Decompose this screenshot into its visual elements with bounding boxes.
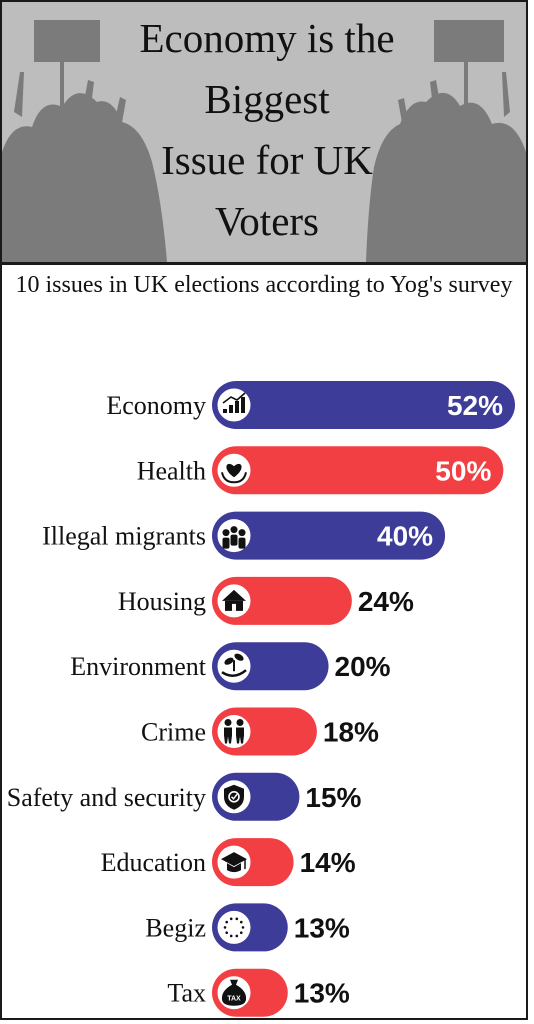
housing-home-icon bbox=[222, 589, 246, 611]
environment-plant-icon bbox=[221, 653, 247, 677]
page-title: Economy is the Biggest Issue for UK Vote… bbox=[139, 15, 395, 244]
category-label: Education bbox=[101, 848, 206, 877]
category-label: Crime bbox=[141, 718, 206, 747]
value-label: 52% bbox=[447, 390, 503, 421]
value-label: 18% bbox=[323, 717, 379, 748]
bar-illegal-migrants bbox=[212, 511, 446, 560]
icon-circle bbox=[214, 907, 254, 947]
category-label: Begiz bbox=[145, 913, 206, 942]
education-cap-icon bbox=[221, 852, 247, 873]
category-label: Safety and security bbox=[7, 783, 206, 812]
icon-circle bbox=[214, 712, 254, 751]
value-label: 15% bbox=[305, 782, 361, 813]
category-label: Economy bbox=[106, 391, 206, 420]
value-label: 40% bbox=[377, 521, 433, 552]
chart-subtitle: 10 issues in UK elections according to Y… bbox=[15, 272, 513, 298]
bar-health bbox=[212, 446, 504, 495]
tax-moneybag-icon: TAX bbox=[221, 979, 247, 1006]
svg-text:TAX: TAX bbox=[227, 996, 241, 1003]
category-label: Illegal migrants bbox=[42, 522, 206, 551]
value-label: 50% bbox=[435, 455, 491, 486]
category-label: Health bbox=[137, 456, 206, 485]
protest-crowd-silhouette bbox=[2, 20, 526, 262]
begiz-dots-icon bbox=[223, 917, 245, 938]
migrants-people-icon bbox=[222, 526, 246, 549]
crime-figures-icon bbox=[224, 719, 244, 744]
value-label: 14% bbox=[300, 847, 356, 878]
icon-circle bbox=[214, 385, 254, 425]
category-label: Housing bbox=[118, 587, 206, 616]
header-divider bbox=[2, 262, 526, 265]
economy-chart-icon bbox=[222, 392, 246, 413]
safety-shield-icon bbox=[224, 784, 244, 810]
value-label: 24% bbox=[358, 586, 414, 617]
category-label: Tax bbox=[167, 979, 206, 1008]
value-label: 13% bbox=[294, 978, 350, 1009]
health-heart-icon bbox=[221, 463, 247, 484]
bar-economy bbox=[212, 381, 515, 429]
header-banner: Economy is the Biggest Issue for UK Vote… bbox=[2, 2, 526, 262]
value-label: 13% bbox=[294, 912, 350, 943]
value-label: 20% bbox=[335, 651, 391, 682]
category-label: Environment bbox=[70, 652, 207, 681]
